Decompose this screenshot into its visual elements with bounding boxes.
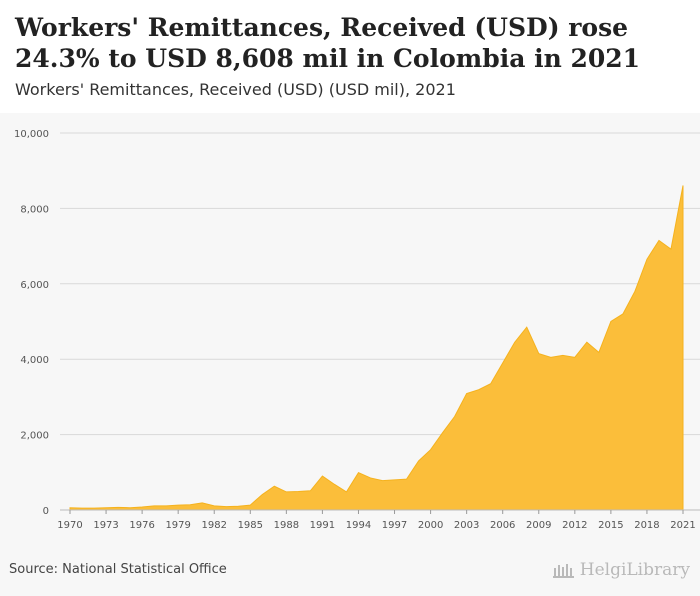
header: Workers' Remittances, Received (USD) ros… xyxy=(0,0,700,113)
x-tick-label: 2000 xyxy=(418,520,443,531)
x-axis: 1970 1973 1976 1979 1982 1985 1988 1991 1994 1997… xyxy=(57,509,700,531)
y-tick-label: 4,000 xyxy=(20,355,49,366)
x-tick-label: 1991 xyxy=(310,520,335,531)
x-tick-label: 2003 xyxy=(454,520,479,531)
x-tick-label: 2006 xyxy=(490,520,515,531)
chart-area: 0 2,000 4,000 6,000 8,000 10,000 1970 1973 1976… xyxy=(14,129,700,531)
y-axis-labels: 0 2,000 4,000 6,000 8,000 10,000 xyxy=(14,129,49,517)
x-tick-label: 2018 xyxy=(634,520,659,531)
series-area xyxy=(69,185,684,511)
x-tick-label: 2021 xyxy=(670,520,695,531)
series-area-path xyxy=(69,185,684,511)
x-tick-label: 2012 xyxy=(562,520,587,531)
x-tick-label: 1976 xyxy=(129,520,154,531)
y-tick-label: 6,000 xyxy=(20,280,49,291)
brand-name: HelgiLibrary xyxy=(579,560,690,580)
x-tick-label: 2009 xyxy=(526,520,551,531)
y-tick-label: 10,000 xyxy=(14,129,49,140)
chart-subtitle: Workers' Remittances, Received (USD) (US… xyxy=(15,80,456,99)
source-note: Source: National Statistical Office xyxy=(9,562,227,577)
x-tick-label: 1970 xyxy=(57,520,82,531)
x-tick-label: 1982 xyxy=(202,520,227,531)
x-tick-label: 1988 xyxy=(274,520,299,531)
x-tick-label: 1979 xyxy=(165,520,190,531)
library-icon xyxy=(552,564,574,578)
y-tick-label: 2,000 xyxy=(20,431,49,442)
x-tick-label: 2015 xyxy=(598,520,623,531)
chart-title: Workers' Remittances, Received (USD) ros… xyxy=(15,13,641,73)
x-tick-label: 1994 xyxy=(346,520,371,531)
x-tick-label: 1997 xyxy=(382,520,407,531)
x-tick-label: 1985 xyxy=(238,520,263,531)
x-tick-label: 1973 xyxy=(93,520,118,531)
y-tick-label: 8,000 xyxy=(20,204,49,215)
brand-logo: HelgiLibrary xyxy=(552,560,690,580)
y-tick-label: 0 xyxy=(43,506,49,517)
